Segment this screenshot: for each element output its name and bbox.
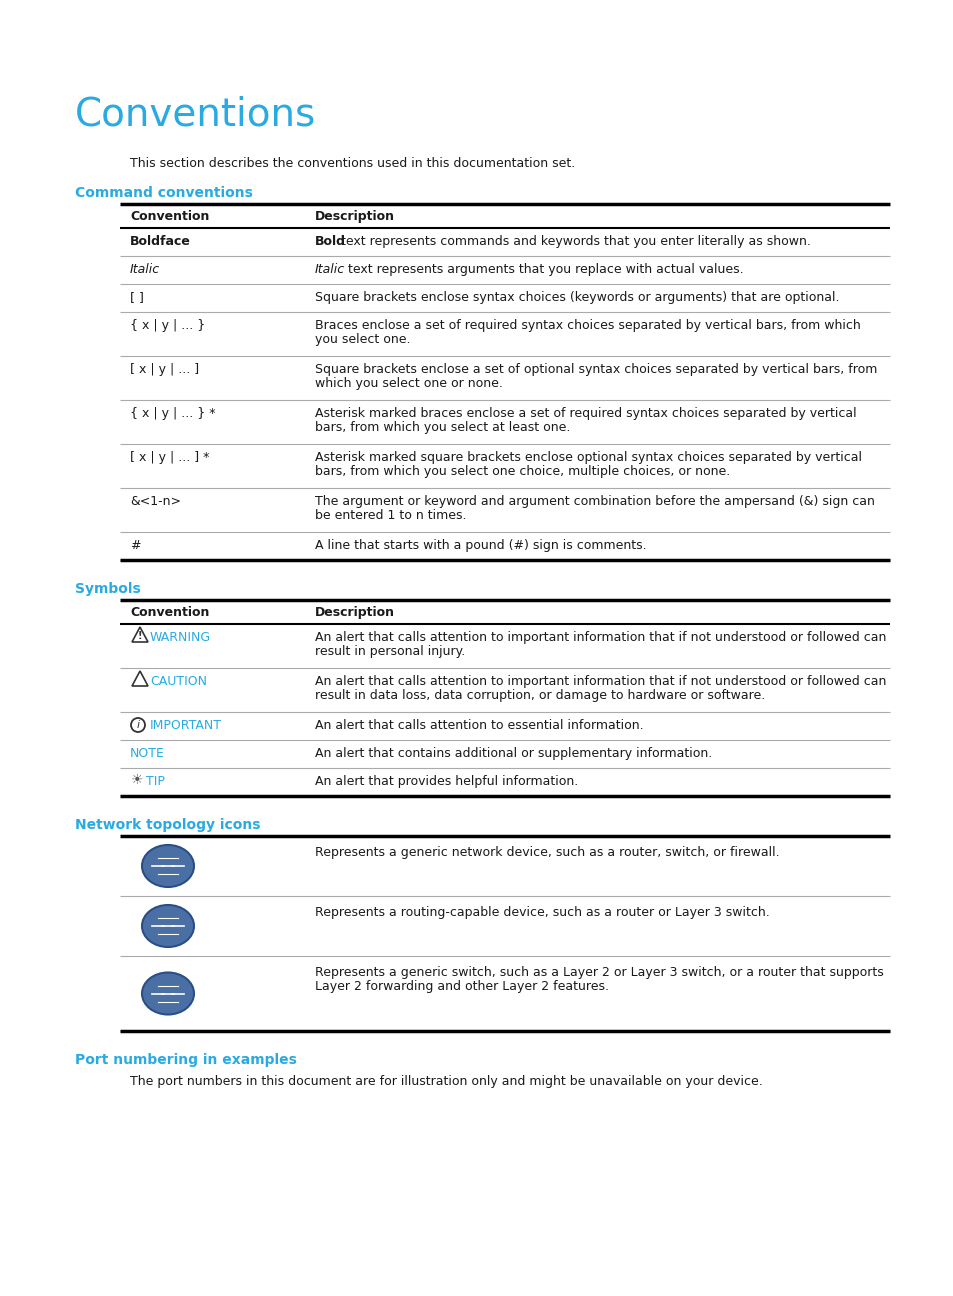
- Text: result in data loss, data corruption, or damage to hardware or software.: result in data loss, data corruption, or…: [314, 689, 764, 702]
- Text: Convention: Convention: [130, 210, 209, 223]
- Text: text represents commands and keywords that you enter literally as shown.: text represents commands and keywords th…: [340, 235, 810, 248]
- Text: bars, from which you select one choice, multiple choices, or none.: bars, from which you select one choice, …: [314, 465, 729, 478]
- Text: ☀: ☀: [131, 772, 143, 787]
- Text: An alert that contains additional or supplementary information.: An alert that contains additional or sup…: [314, 746, 712, 759]
- Text: Port numbering in examples: Port numbering in examples: [75, 1052, 296, 1067]
- Text: Description: Description: [314, 210, 395, 223]
- Text: TIP: TIP: [146, 775, 165, 788]
- Text: Bold: Bold: [314, 235, 346, 248]
- Text: [ x | y | ... ] *: [ x | y | ... ] *: [130, 451, 209, 464]
- Text: This section describes the conventions used in this documentation set.: This section describes the conventions u…: [130, 157, 575, 170]
- Text: Braces enclose a set of required syntax choices separated by vertical bars, from: Braces enclose a set of required syntax …: [314, 319, 860, 332]
- Text: &<1-n>: &<1-n>: [130, 495, 181, 508]
- Text: !: !: [137, 631, 142, 642]
- Text: Square brackets enclose a set of optional syntax choices separated by vertical b: Square brackets enclose a set of optiona…: [314, 363, 877, 376]
- Text: Represents a generic network device, such as a router, switch, or firewall.: Represents a generic network device, suc…: [314, 846, 779, 859]
- Text: be entered 1 to n times.: be entered 1 to n times.: [314, 509, 466, 522]
- Ellipse shape: [142, 972, 193, 1015]
- Text: An alert that calls attention to essential information.: An alert that calls attention to essenti…: [314, 719, 643, 732]
- Text: bars, from which you select at least one.: bars, from which you select at least one…: [314, 421, 570, 434]
- Text: Italic: Italic: [314, 263, 345, 276]
- Text: Command conventions: Command conventions: [75, 187, 253, 200]
- Text: Symbols: Symbols: [75, 582, 141, 596]
- Text: Layer 2 forwarding and other Layer 2 features.: Layer 2 forwarding and other Layer 2 fea…: [314, 980, 608, 993]
- Ellipse shape: [142, 845, 193, 886]
- Text: which you select one or none.: which you select one or none.: [314, 377, 502, 390]
- Text: [ ]: [ ]: [130, 292, 144, 305]
- Text: { x | y | ... } *: { x | y | ... } *: [130, 407, 215, 420]
- Text: Description: Description: [314, 607, 395, 619]
- Text: A line that starts with a pound (#) sign is comments.: A line that starts with a pound (#) sign…: [314, 539, 646, 552]
- Text: text represents arguments that you replace with actual values.: text represents arguments that you repla…: [348, 263, 743, 276]
- Text: Represents a routing-capable device, such as a router or Layer 3 switch.: Represents a routing-capable device, suc…: [314, 906, 769, 919]
- Text: Network topology icons: Network topology icons: [75, 818, 260, 832]
- Text: The port numbers in this document are for illustration only and might be unavail: The port numbers in this document are fo…: [130, 1074, 762, 1089]
- Text: Asterisk marked square brackets enclose optional syntax choices separated by ver: Asterisk marked square brackets enclose …: [314, 451, 862, 464]
- Text: IMPORTANT: IMPORTANT: [150, 719, 222, 732]
- Text: Conventions: Conventions: [75, 95, 315, 133]
- Text: result in personal injury.: result in personal injury.: [314, 645, 465, 658]
- Text: you select one.: you select one.: [314, 333, 410, 346]
- Ellipse shape: [142, 905, 193, 947]
- Text: The argument or keyword and argument combination before the ampersand (&) sign c: The argument or keyword and argument com…: [314, 495, 874, 508]
- Text: Asterisk marked braces enclose a set of required syntax choices separated by ver: Asterisk marked braces enclose a set of …: [314, 407, 856, 420]
- Text: An alert that calls attention to important information that if not understood or: An alert that calls attention to importa…: [314, 631, 885, 644]
- Text: WARNING: WARNING: [150, 631, 211, 644]
- Text: #: #: [130, 539, 140, 552]
- Text: Square brackets enclose syntax choices (keywords or arguments) that are optional: Square brackets enclose syntax choices (…: [314, 292, 839, 305]
- Text: Boldface: Boldface: [130, 235, 191, 248]
- Text: Represents a generic switch, such as a Layer 2 or Layer 3 switch, or a router th: Represents a generic switch, such as a L…: [314, 966, 882, 978]
- Text: CAUTION: CAUTION: [150, 675, 207, 688]
- Text: [ x | y | ... ]: [ x | y | ... ]: [130, 363, 199, 376]
- Text: Italic: Italic: [130, 263, 160, 276]
- Text: An alert that calls attention to important information that if not understood or: An alert that calls attention to importa…: [314, 675, 885, 688]
- Text: NOTE: NOTE: [130, 746, 165, 759]
- Text: An alert that provides helpful information.: An alert that provides helpful informati…: [314, 775, 578, 788]
- Text: Convention: Convention: [130, 607, 209, 619]
- Text: { x | y | ... }: { x | y | ... }: [130, 319, 205, 332]
- Text: i: i: [136, 721, 139, 730]
